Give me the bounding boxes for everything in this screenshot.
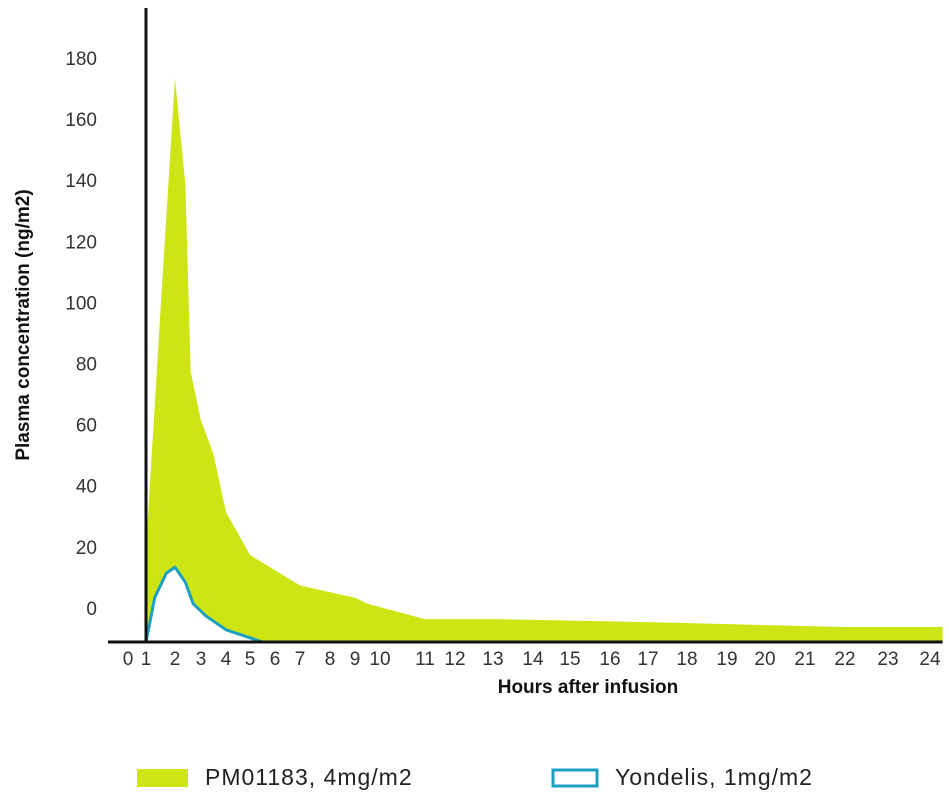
y-tick-label: 60: [76, 416, 97, 437]
y-tick-label: 160: [65, 110, 97, 131]
x-tick-label: 7: [295, 649, 306, 670]
x-tick-label: 14: [522, 649, 544, 670]
y-tick-label: 20: [76, 538, 97, 559]
legend-swatch: [551, 768, 599, 788]
x-tick-label: 8: [325, 649, 336, 670]
x-tick-label: 18: [676, 649, 697, 670]
x-axis-title: Hours after infusion: [498, 677, 679, 698]
x-tick-label: 5: [245, 649, 256, 670]
x-tick-label: 21: [794, 649, 815, 670]
x-tick-label: 13: [482, 649, 503, 670]
legend-label: Yondelis, 1mg/m2: [615, 764, 813, 790]
x-tick-label: 23: [877, 649, 898, 670]
y-tick-label: 120: [65, 232, 97, 253]
area: [146, 78, 943, 642]
x-tick-label: 24: [919, 649, 941, 670]
y-tick-label: 180: [65, 49, 97, 70]
y-tick-label: 40: [76, 477, 97, 498]
area-outline: [144, 565, 264, 644]
x-tick-label: 12: [444, 649, 465, 670]
x-tick-label: 6: [270, 649, 281, 670]
legend-swatch: [137, 769, 188, 787]
y-tick-label: 140: [65, 171, 97, 192]
x-tick-label: 19: [716, 649, 737, 670]
x-tick-label: 0: [123, 649, 134, 670]
y-axis-title: Plasma concentration (ng/m2): [13, 189, 34, 460]
x-tick-label: 3: [196, 649, 207, 670]
x-tick-label: 17: [637, 649, 658, 670]
legend-label: PM01183, 4mg/m2: [205, 764, 413, 790]
x-tick-label: 11: [415, 649, 435, 670]
x-tick-label: 16: [599, 649, 620, 670]
x-tick-label: 4: [221, 649, 232, 670]
y-tick-label: 100: [65, 293, 97, 314]
y-tick-label: 0: [86, 599, 97, 620]
x-tick-label: 10: [369, 649, 390, 670]
x-tick-label: 9: [350, 649, 361, 670]
x-tick-label: 1: [141, 649, 152, 670]
x-tick-label: 15: [559, 649, 580, 670]
y-tick-label: 80: [76, 354, 97, 375]
x-tick-label: 20: [754, 649, 775, 670]
x-tick-label: 22: [834, 649, 855, 670]
x-tick-label: 2: [170, 649, 181, 670]
